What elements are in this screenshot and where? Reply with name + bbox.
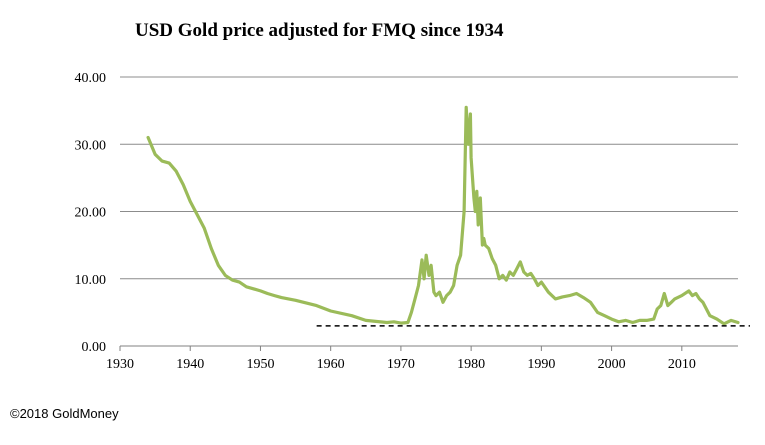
- series-group: [146, 105, 740, 326]
- x-tick-label: 1940: [176, 357, 204, 372]
- y-tick-label: 30.00: [75, 138, 107, 153]
- chart-title: USD Gold price adjusted for FMQ since 19…: [135, 20, 504, 41]
- x-tick-label: 1970: [387, 357, 415, 372]
- x-tick-label: 2000: [598, 357, 626, 372]
- axes: [119, 345, 738, 351]
- copyright-footer: ©2018 GoldMoney: [10, 406, 119, 421]
- y-tick-label: 0.00: [82, 340, 107, 355]
- series-line-0: [146, 105, 740, 326]
- x-tick-labels: 1930 1940 1950 1960 1970 1980 1990 2000 2010: [106, 357, 696, 372]
- y-tick-label: 40.00: [75, 71, 107, 86]
- y-tick-labels: 0.00 10.00 20.00 30.00 40.00: [75, 71, 107, 355]
- x-tick-label: 1990: [527, 357, 555, 372]
- y-tick-label: 10.00: [75, 273, 107, 288]
- x-tick-label: 1960: [317, 357, 345, 372]
- y-tick-label: 20.00: [75, 206, 107, 221]
- x-tick-label: 1950: [246, 357, 274, 372]
- x-tick-label: 2010: [668, 357, 696, 372]
- x-tick-label: 1930: [106, 357, 134, 372]
- x-tick-label: 1980: [457, 357, 485, 372]
- gridlines: [120, 76, 738, 280]
